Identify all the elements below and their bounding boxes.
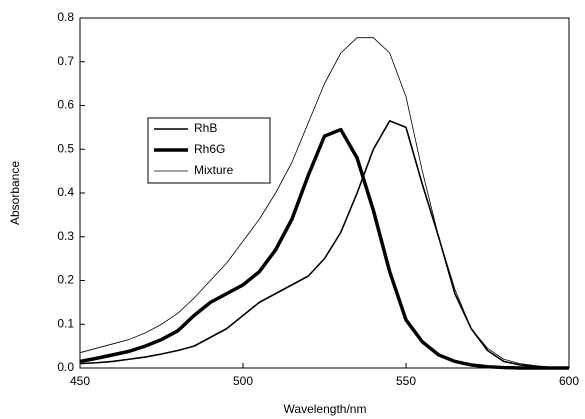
x-tick-label: 550 (396, 374, 416, 388)
y-tick-label: 0.7 (57, 54, 74, 68)
y-tick-label: 0.8 (57, 10, 74, 24)
y-tick-label: 0.1 (57, 316, 74, 330)
y-tick-label: 0.0 (57, 360, 74, 374)
plot-frame (79, 17, 570, 369)
y-axis-label: Absorbance (8, 161, 22, 225)
y-tick-label: 0.2 (57, 273, 74, 287)
x-tick-label: 600 (559, 374, 579, 388)
series-line (79, 37, 570, 369)
x-tick-label: 450 (70, 374, 90, 388)
series-line (79, 127, 569, 370)
y-tick-label: 0.5 (57, 141, 74, 155)
y-tick-label: 0.4 (57, 185, 74, 199)
legend-label: RhB (194, 121, 217, 135)
series-line (79, 120, 570, 369)
legend-label: Mixture (194, 163, 234, 177)
x-axis-label: Wavelength/nm (284, 402, 367, 416)
y-tick-label: 0.3 (57, 229, 74, 243)
legend-label: Rh6G (194, 142, 225, 156)
y-tick-label: 0.6 (57, 98, 74, 112)
x-tick-label: 500 (233, 374, 253, 388)
